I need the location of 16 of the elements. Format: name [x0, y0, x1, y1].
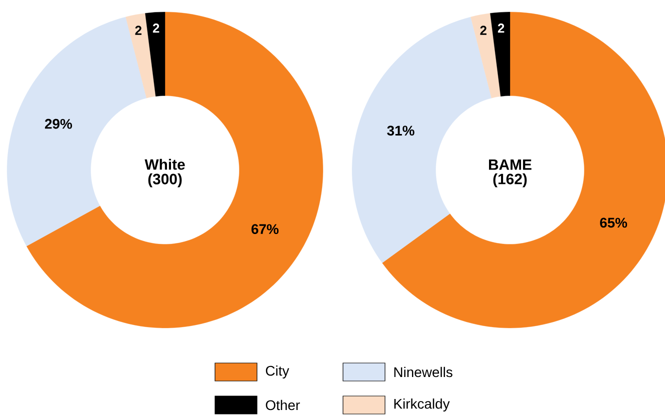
- data-label: 2: [480, 26, 486, 35]
- legend-label: Kirkcaldy: [394, 398, 450, 412]
- data-label: 2: [135, 26, 142, 35]
- data-label: 2: [152, 24, 160, 33]
- text: (162): [493, 173, 527, 188]
- data-label: 2: [498, 24, 504, 33]
- text: BAME: [489, 160, 532, 170]
- legend-label: Other: [266, 400, 300, 410]
- data-label: 31%: [387, 126, 414, 136]
- legend-label: Ninewells: [394, 366, 452, 378]
- data-label: 29%: [44, 118, 72, 129]
- data-label: 65%: [600, 218, 628, 228]
- data-label: 67%: [252, 224, 279, 234]
- text: White: [144, 158, 185, 170]
- text: (300): [148, 173, 182, 188]
- legend-label: City: [266, 365, 290, 378]
